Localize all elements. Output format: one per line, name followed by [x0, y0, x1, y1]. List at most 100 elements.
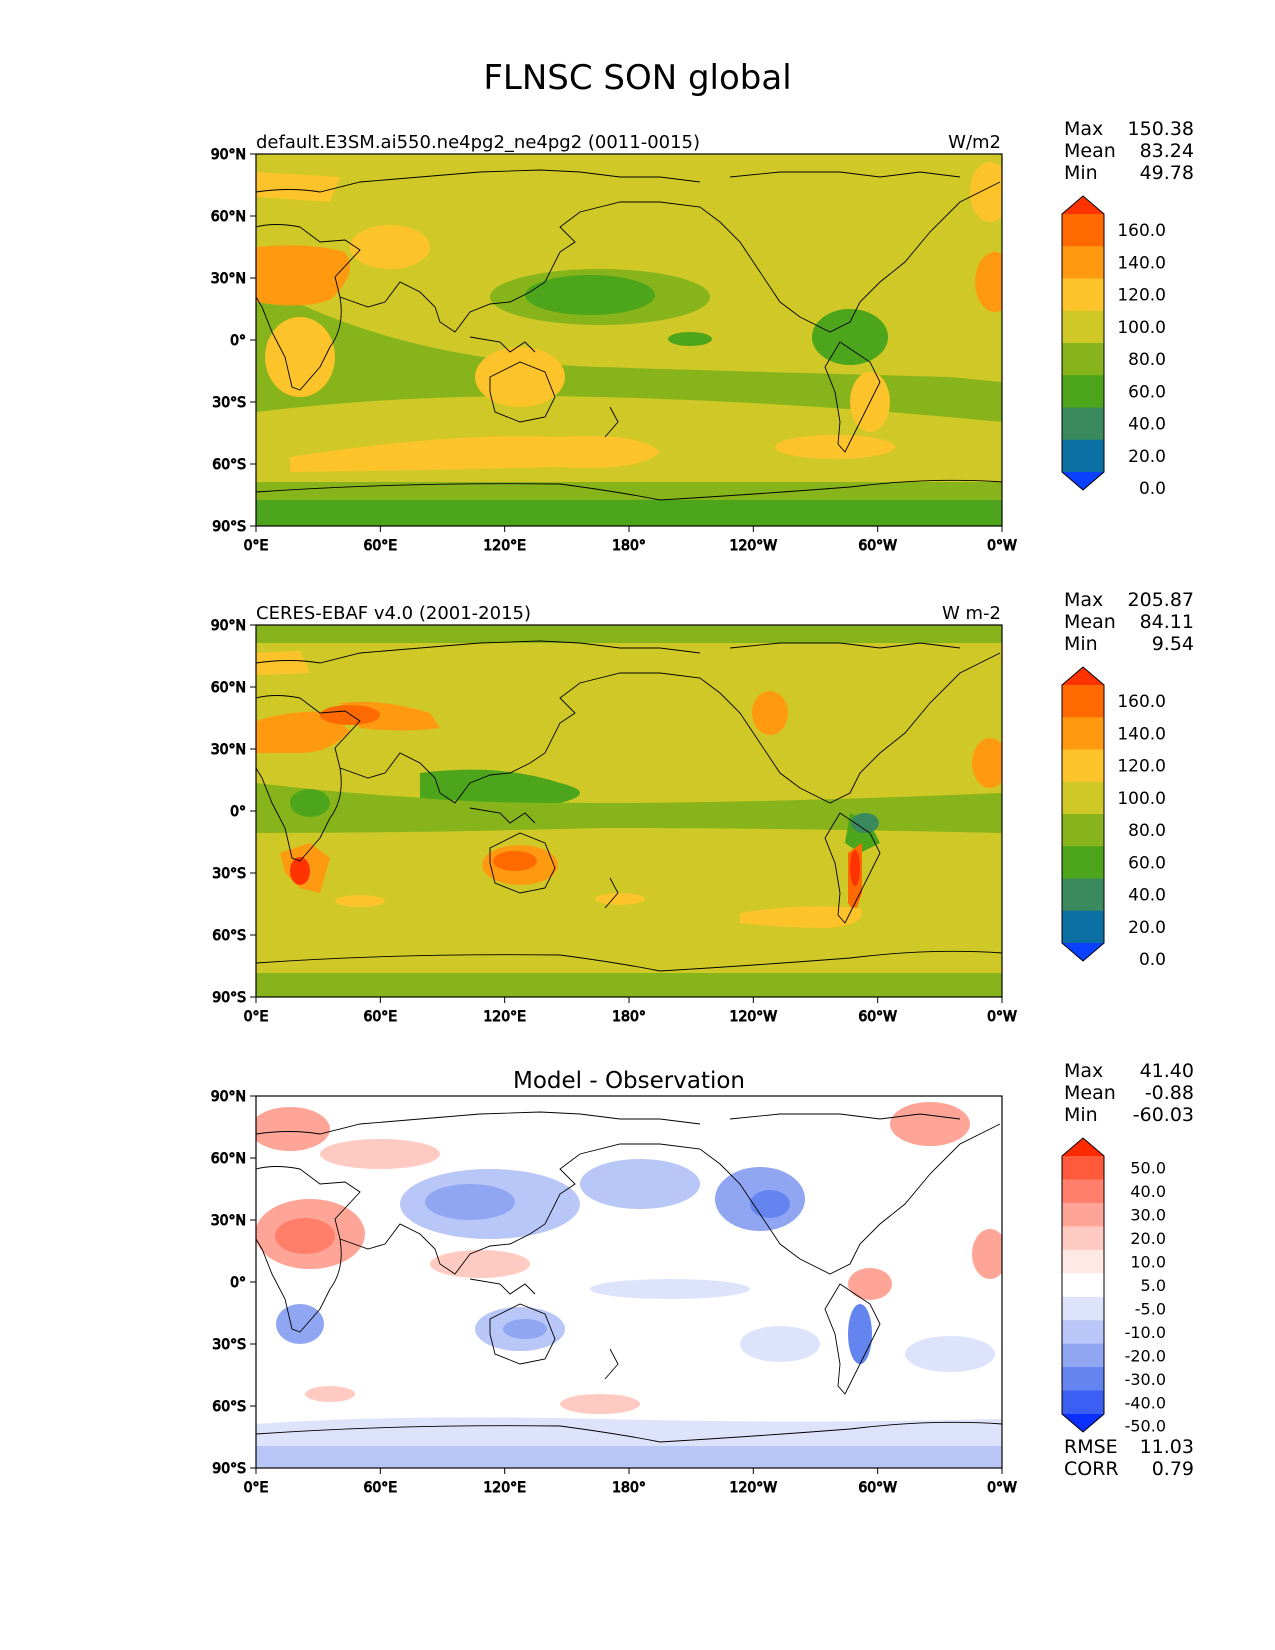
colorbar-label: 10.0	[1130, 1253, 1166, 1272]
stat-rmse: 11.03	[1139, 1436, 1194, 1458]
colorbar-segment	[1062, 846, 1104, 879]
lat-tick-label: 30°N	[211, 1213, 246, 1229]
lon-tick-label: 60°E	[363, 538, 397, 554]
lat-tick-label: 90°S	[212, 1461, 246, 1477]
panel-diff-map: 90°N 60°N 30°N 0° 30°S 60°S 90°S 0°E 60°E 120°E 18…	[210, 1089, 1166, 1497]
colorbar-label: -10.0	[1125, 1323, 1166, 1342]
panel-model-colorbar: 160.0 140.0 120.0 100.0 80.0 60.0 40.0 20.0 0.0	[1061, 195, 1166, 499]
lat-tick-label: 90°S	[212, 990, 246, 1006]
colorbar-label: 120.0	[1117, 286, 1166, 306]
colorbar-segment	[1062, 910, 1104, 944]
colorbar-label: 120.0	[1117, 757, 1166, 777]
lon-tick-label: 120°E	[483, 1009, 526, 1025]
colorbar-segment	[1062, 439, 1104, 473]
stat-label: Mean	[1064, 140, 1116, 162]
stat-min: 49.78	[1139, 162, 1194, 184]
colorbar-label: 160.0	[1117, 692, 1166, 712]
colorbar-segment	[1062, 1343, 1104, 1368]
panel-obs-subtitle: CERES-EBAF v4.0 (2001-2015)	[256, 603, 532, 624]
colorbar-segment	[1062, 310, 1104, 344]
figure-title: FLNSC SON global	[483, 58, 792, 98]
colorbar-label: 40.0	[1128, 886, 1166, 906]
stat-mean: 83.24	[1139, 140, 1194, 162]
stat-mean: -0.88	[1144, 1082, 1194, 1104]
colorbar-label: 0.0	[1139, 950, 1166, 970]
colorbar-segment	[1062, 1179, 1104, 1204]
panel-obs-map: 90°N 60°N 30°N 0° 30°S 60°S 90°S 0°E 60°E 120°E 18…	[210, 618, 1166, 1026]
stat-label: Min	[1064, 1104, 1098, 1126]
lon-tick-label: 0°E	[244, 538, 269, 554]
colorbar-segment	[1062, 1202, 1104, 1227]
stat-label: Min	[1064, 162, 1098, 184]
panel-obs: CERES-EBAF v4.0 (2001-2015) W m-2 Max 205…	[0, 589, 1275, 1073]
lon-tick-label: 0°E	[244, 1480, 269, 1496]
lat-tick-label: 30°S	[212, 395, 246, 411]
colorbar-segment	[1062, 1273, 1104, 1298]
lat-tick-label: 30°N	[211, 742, 246, 758]
lat-tick-label: 30°N	[211, 271, 246, 287]
colorbar-segment	[1062, 749, 1104, 783]
colorbar-segment	[1062, 1249, 1104, 1274]
lon-tick-label: 60°W	[858, 1480, 897, 1496]
colorbar-label: -50.0	[1125, 1417, 1166, 1436]
colorbar-label: 140.0	[1117, 724, 1166, 744]
colorbar-segment	[1062, 1390, 1104, 1415]
colorbar-segment	[1062, 1320, 1104, 1345]
colorbar-extend-min	[1062, 472, 1104, 490]
colorbar-segment	[1062, 214, 1104, 247]
panel-model-map: 90°N 60°N 30°N 0° 30°S 60°S 90°S 0°E 60°E 120°E 18…	[210, 147, 1166, 555]
colorbar-segment	[1062, 1367, 1104, 1392]
panel-diff: Model - Observation Max 41.40 Mean -0.88 M…	[0, 1060, 1275, 1544]
lon-tick-label: 180°	[612, 538, 646, 554]
colorbar-segment	[1062, 814, 1104, 847]
stat-label: Min	[1064, 633, 1098, 655]
colorbar-segment	[1062, 1226, 1104, 1251]
colorbar-extend-min	[1062, 1414, 1104, 1432]
lon-tick-label: 0°E	[244, 1009, 269, 1025]
lon-tick-label: 120°E	[483, 538, 526, 554]
panel-obs-units: W m-2	[941, 603, 1001, 624]
colorbar-label: -5.0	[1135, 1299, 1166, 1318]
colorbar-segment	[1062, 407, 1104, 441]
colorbar-label: 140.0	[1117, 253, 1166, 273]
lon-tick-label: 0°W	[987, 1480, 1017, 1496]
colorbar-label: 40.0	[1128, 415, 1166, 435]
stat-label: Mean	[1064, 611, 1116, 633]
lat-tick-label: 60°S	[212, 457, 246, 473]
colorbar-label: 160.0	[1117, 221, 1166, 241]
colorbar-label: 20.0	[1128, 447, 1166, 467]
colorbar-label: -40.0	[1125, 1393, 1166, 1412]
lat-tick-label: 0°	[230, 804, 246, 820]
panel-diff-title: Model - Observation	[512, 1068, 746, 1094]
panel-model-units: W/m2	[948, 132, 1001, 153]
stat-label: Max	[1064, 589, 1104, 611]
colorbar-label: 20.0	[1128, 918, 1166, 938]
lat-tick-label: 60°S	[212, 928, 246, 944]
colorbar-segment	[1062, 781, 1104, 815]
lat-tick-label: 60°N	[211, 1151, 246, 1167]
stat-min: 9.54	[1151, 633, 1194, 655]
colorbar-segment	[1062, 375, 1104, 408]
panel-diff-stats: Max 41.40 Mean -0.88 Min -60.03	[1064, 1060, 1194, 1126]
panel-diff-extra-stats: RMSE 11.03 CORR 0.79	[1064, 1436, 1194, 1480]
panel-model-subtitle: default.E3SM.ai550.ne4pg2_ne4pg2 (0011-0…	[256, 132, 701, 153]
lon-tick-label: 120°W	[730, 1009, 778, 1025]
lat-tick-label: 60°S	[212, 1399, 246, 1415]
lon-tick-label: 120°W	[730, 1480, 778, 1496]
colorbar-label: 50.0	[1130, 1159, 1166, 1178]
stat-label: Max	[1064, 118, 1104, 140]
lon-tick-label: 60°E	[363, 1009, 397, 1025]
colorbar-label: 60.0	[1128, 853, 1166, 873]
colorbar-outline	[1061, 666, 1105, 962]
colorbar-segment	[1062, 1296, 1104, 1321]
colorbar-label: 0.0	[1139, 479, 1166, 499]
colorbar-label: 80.0	[1128, 350, 1166, 370]
lon-tick-label: 180°	[612, 1480, 646, 1496]
lat-tick-label: 30°S	[212, 866, 246, 882]
colorbar-segment	[1062, 343, 1104, 376]
lon-tick-label: 60°W	[858, 538, 897, 554]
colorbar-label: 100.0	[1117, 318, 1166, 338]
panel-obs-stats: Max 205.87 Mean 84.11 Min 9.54	[1064, 589, 1194, 655]
colorbar-label: -20.0	[1125, 1346, 1166, 1365]
colorbar-outline	[1061, 1137, 1105, 1433]
